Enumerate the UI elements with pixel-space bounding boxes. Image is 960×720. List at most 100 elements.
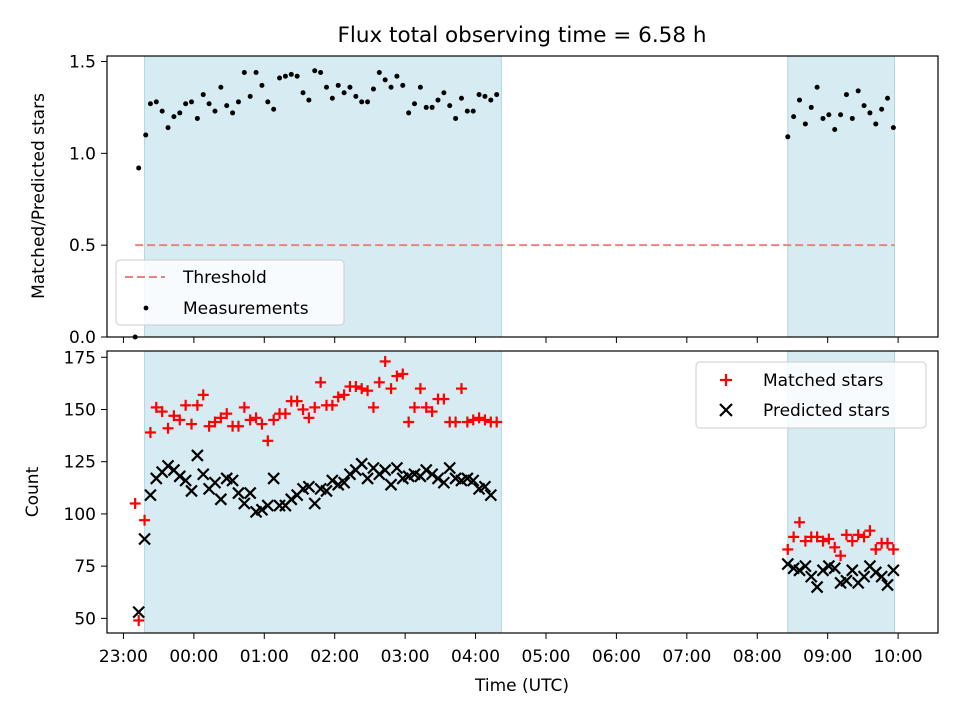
matched-star-point xyxy=(150,401,162,413)
matched-star-point xyxy=(297,403,309,415)
matched-legend-label: Matched stars xyxy=(763,371,883,391)
matched-star-point xyxy=(385,383,397,395)
matched-star-point xyxy=(279,408,291,420)
matched-star-point xyxy=(794,516,805,528)
matched-star-point xyxy=(409,401,421,413)
predicted-star-point xyxy=(869,566,883,579)
measurement-point xyxy=(423,104,429,110)
predicted-star-point xyxy=(255,503,269,517)
measurement-point xyxy=(253,70,259,76)
measurement-point xyxy=(312,68,318,74)
measurement-point xyxy=(159,108,165,114)
measurement-point xyxy=(885,95,891,101)
predicted-star-point xyxy=(390,461,404,475)
predicted-star-point xyxy=(437,476,451,489)
measurement-point xyxy=(406,110,412,116)
predicted-star-point xyxy=(384,478,398,491)
time-x-tick-label: 04:00 xyxy=(451,647,500,667)
predicted-star-point xyxy=(484,488,498,502)
matched-star-point xyxy=(788,531,800,543)
predicted-star-point xyxy=(419,463,433,477)
measurement-point xyxy=(212,108,218,114)
measurement-point xyxy=(194,115,200,121)
threshold-legend-label: Threshold xyxy=(182,268,267,288)
predicted-star-point xyxy=(799,559,812,573)
matched-star-point xyxy=(420,401,432,413)
measurement-point xyxy=(453,115,459,121)
time-x-tick-label: 09:00 xyxy=(803,647,852,667)
matched-star-point xyxy=(858,531,870,543)
measurement-point xyxy=(241,70,247,76)
predicted-star-point xyxy=(337,476,351,489)
matched-star-point xyxy=(799,535,811,547)
matched-star-point xyxy=(162,422,174,434)
matched-star-point xyxy=(391,370,403,382)
matched-star-point xyxy=(367,401,379,413)
measurement-point xyxy=(171,114,177,120)
time-x-tick-label: 01:00 xyxy=(240,647,289,667)
measurement-point xyxy=(235,99,241,105)
measurement-point xyxy=(183,101,189,107)
predicted-star-point xyxy=(810,580,824,594)
predicted-legend-marker xyxy=(719,403,733,417)
measurement-point xyxy=(189,99,195,105)
predicted-star-point xyxy=(840,574,853,588)
matched-star-point xyxy=(373,376,385,388)
matched-star-point xyxy=(144,426,156,438)
count-y-tick-label: 175 xyxy=(64,348,96,368)
measurement-point xyxy=(447,103,453,109)
predicted-star-point xyxy=(804,570,818,583)
matched-star-point xyxy=(811,531,823,543)
measurement-point xyxy=(855,88,861,94)
matched-star-point xyxy=(467,414,479,426)
measurement-point xyxy=(826,112,832,118)
measurement-point xyxy=(867,110,873,116)
measurement-point xyxy=(335,82,341,88)
predicted-star-point xyxy=(185,484,198,498)
predicted-star-point xyxy=(196,467,210,481)
predicted-star-point xyxy=(373,467,386,481)
observing-window xyxy=(787,55,896,338)
measurement-point xyxy=(861,103,867,109)
measurement-point xyxy=(476,92,482,98)
predicted-star-point xyxy=(355,457,368,471)
matched-star-point xyxy=(232,420,244,432)
predicted-star-point xyxy=(267,472,280,485)
measurement-point xyxy=(873,121,879,127)
predicted-star-point xyxy=(828,561,841,575)
predicted-star-point xyxy=(302,480,316,494)
measurement-point xyxy=(808,104,814,110)
predicted-star-point xyxy=(361,472,374,485)
matched-star-point xyxy=(191,399,203,411)
matched-star-point xyxy=(203,420,215,432)
ratio-plot-frame xyxy=(106,55,939,338)
predicted-star-point xyxy=(431,472,445,485)
measurements-legend-label: Measurements xyxy=(183,299,309,319)
measurement-point xyxy=(224,103,230,109)
time-x-tick-label: 05:00 xyxy=(521,647,570,667)
predicted-star-point xyxy=(284,493,298,506)
measurement-point xyxy=(832,126,838,132)
measurement-point xyxy=(470,108,476,114)
measurement-point xyxy=(323,84,329,90)
measurement-point xyxy=(849,115,855,121)
matched-star-point xyxy=(244,414,256,426)
predicted-star-point xyxy=(138,532,151,546)
matched-star-point xyxy=(870,543,882,555)
matched-star-point xyxy=(438,393,450,405)
measurement-point xyxy=(394,73,400,79)
matched-star-point xyxy=(262,435,274,447)
matched-star-point xyxy=(846,535,858,547)
predicted-star-point xyxy=(887,564,900,577)
measurement-point xyxy=(282,73,288,79)
matched-star-point xyxy=(315,376,327,388)
predicted-star-point xyxy=(793,564,806,577)
ratio-y-tick-label: 0.0 xyxy=(69,328,96,348)
measurement-point xyxy=(365,99,371,105)
measurement-point xyxy=(143,132,149,138)
ratio-y-tick-label: 1.5 xyxy=(69,53,96,73)
ratio-panel: 0.0 0.5 1.0 1.5 Matched/Predicted stars Thr… xyxy=(29,53,939,348)
matched-star-point xyxy=(303,412,315,424)
matched-star-point xyxy=(133,614,145,626)
